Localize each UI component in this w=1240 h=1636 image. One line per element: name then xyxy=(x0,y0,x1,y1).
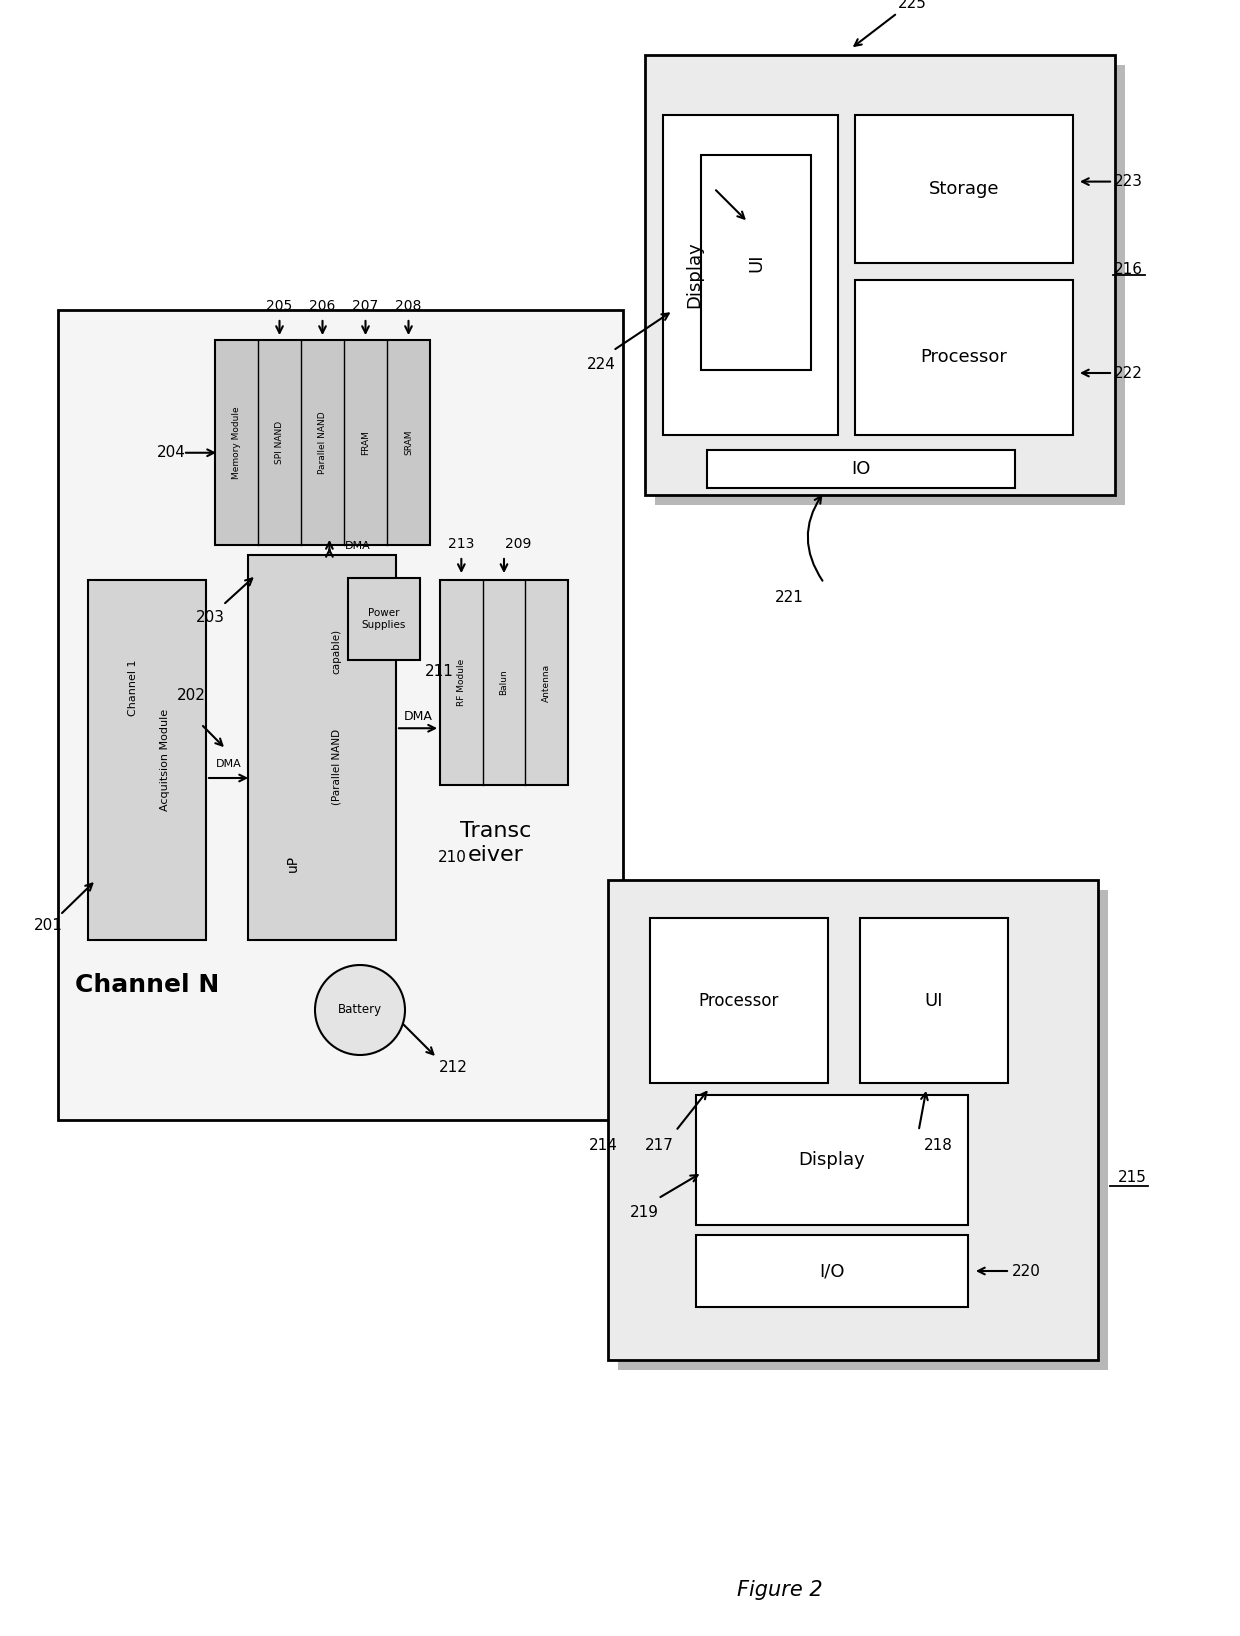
Bar xyxy=(215,340,430,545)
Text: 211: 211 xyxy=(424,664,454,679)
Text: 206: 206 xyxy=(309,299,336,312)
Text: 224: 224 xyxy=(587,357,615,371)
Text: 205: 205 xyxy=(267,299,293,312)
Text: 209: 209 xyxy=(505,537,531,551)
Text: RF Module: RF Module xyxy=(456,659,466,707)
Bar xyxy=(440,581,568,785)
Bar xyxy=(856,115,1073,263)
Bar xyxy=(696,1094,968,1225)
Text: Power
Supplies: Power Supplies xyxy=(362,609,407,630)
Text: 204: 204 xyxy=(156,445,186,460)
Text: Battery: Battery xyxy=(339,1003,382,1016)
Text: Acquitsion Module: Acquitsion Module xyxy=(160,708,170,811)
Text: Channel N: Channel N xyxy=(74,973,219,996)
Text: Processor: Processor xyxy=(699,991,779,1009)
Text: capable): capable) xyxy=(332,628,342,674)
Text: (Parallel NAND: (Parallel NAND xyxy=(332,728,342,805)
Text: 219: 219 xyxy=(630,1206,658,1220)
Text: 208: 208 xyxy=(396,299,422,312)
Bar xyxy=(618,890,1109,1369)
Bar xyxy=(701,155,811,370)
Text: UI: UI xyxy=(925,991,944,1009)
Text: Balun: Balun xyxy=(500,669,508,695)
Text: 218: 218 xyxy=(924,1137,954,1152)
Text: Transc
eiver: Transc eiver xyxy=(460,821,532,864)
Text: uP: uP xyxy=(285,854,299,872)
Bar xyxy=(856,280,1073,435)
Bar xyxy=(655,65,1125,506)
Text: 213: 213 xyxy=(448,537,475,551)
Bar xyxy=(88,581,206,941)
Text: 225: 225 xyxy=(898,0,926,10)
Text: 210: 210 xyxy=(438,849,466,864)
Text: UI: UI xyxy=(746,254,765,272)
Text: DMA: DMA xyxy=(403,710,433,723)
Bar xyxy=(608,880,1097,1360)
Text: 214: 214 xyxy=(589,1139,618,1153)
Bar xyxy=(650,918,828,1083)
Text: 215: 215 xyxy=(1118,1170,1147,1184)
Circle shape xyxy=(315,965,405,1055)
Text: DMA: DMA xyxy=(216,759,242,769)
Text: 216: 216 xyxy=(1114,262,1142,278)
Text: 212: 212 xyxy=(439,1060,467,1075)
Text: 202: 202 xyxy=(176,687,206,703)
Bar xyxy=(707,450,1016,488)
Text: Processor: Processor xyxy=(920,348,1007,366)
Text: 203: 203 xyxy=(196,610,224,625)
Text: Memory Module: Memory Module xyxy=(232,406,241,479)
Text: Channel 1: Channel 1 xyxy=(128,659,138,717)
Text: 223: 223 xyxy=(1114,173,1142,190)
Text: 221: 221 xyxy=(775,591,804,605)
Text: I/O: I/O xyxy=(820,1261,844,1279)
Text: 220: 220 xyxy=(1012,1263,1040,1278)
Text: Display: Display xyxy=(686,242,703,308)
Text: 222: 222 xyxy=(1114,365,1142,381)
Bar xyxy=(861,918,1008,1083)
Text: Storage: Storage xyxy=(929,180,999,198)
Text: IO: IO xyxy=(852,460,870,478)
Text: Antenna: Antenna xyxy=(542,664,551,702)
Text: 217: 217 xyxy=(645,1137,675,1152)
Text: 207: 207 xyxy=(352,299,378,312)
Bar xyxy=(645,56,1115,496)
Bar xyxy=(696,1235,968,1307)
Text: FRAM: FRAM xyxy=(361,430,370,455)
Text: DMA: DMA xyxy=(345,542,371,551)
Bar xyxy=(348,578,420,659)
Text: Figure 2: Figure 2 xyxy=(738,1580,823,1600)
Text: 201: 201 xyxy=(33,918,62,934)
Text: SRAM: SRAM xyxy=(404,430,413,455)
Bar xyxy=(58,309,622,1121)
Text: SPI NAND: SPI NAND xyxy=(275,420,284,465)
Bar xyxy=(248,555,396,941)
Bar xyxy=(663,115,838,435)
Text: Parallel NAND: Parallel NAND xyxy=(317,411,327,474)
Text: Display: Display xyxy=(799,1152,866,1170)
